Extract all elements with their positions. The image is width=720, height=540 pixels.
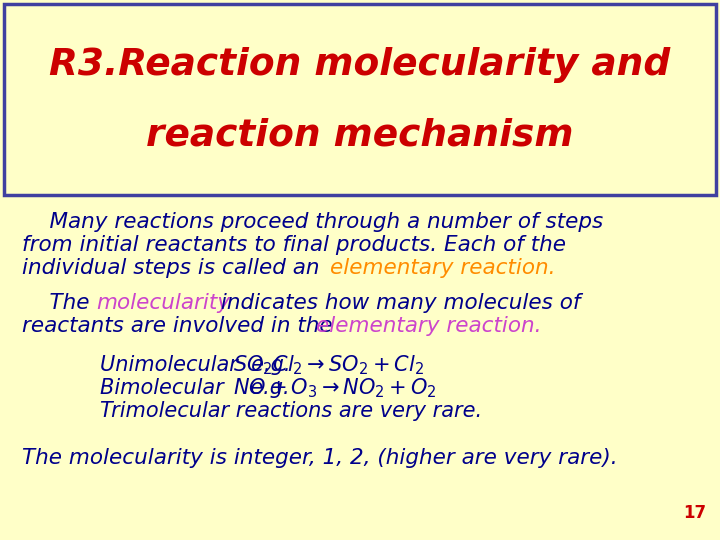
Text: molecularity: molecularity [96, 293, 230, 313]
Text: Unimolecular  e.g.: Unimolecular e.g. [100, 355, 297, 375]
Text: $\mathit{NO + O_3 \rightarrow NO_2 + O_2}$: $\mathit{NO + O_3 \rightarrow NO_2 + O_2… [233, 376, 436, 400]
Text: Bimolecular    e.g.: Bimolecular e.g. [100, 378, 296, 398]
FancyBboxPatch shape [4, 4, 716, 195]
Text: 17: 17 [683, 504, 706, 522]
Text: The: The [22, 293, 96, 313]
Text: elementary reaction.: elementary reaction. [330, 258, 556, 278]
Text: individual steps is called an: individual steps is called an [22, 258, 326, 278]
Text: $\mathit{SO_2Cl_2 \rightarrow SO_2 + Cl_2}$: $\mathit{SO_2Cl_2 \rightarrow SO_2 + Cl_… [233, 353, 424, 377]
Text: R3.Reaction molecularity and: R3.Reaction molecularity and [50, 47, 670, 83]
Text: reactants are involved in the: reactants are involved in the [22, 316, 340, 336]
Text: The molecularity is integer, 1, 2, (higher are very rare).: The molecularity is integer, 1, 2, (high… [22, 448, 618, 468]
Text: Many reactions proceed through a number of steps: Many reactions proceed through a number … [22, 212, 603, 232]
Text: from initial reactants to final products. Each of the: from initial reactants to final products… [22, 235, 566, 255]
Text: indicates how many molecules of: indicates how many molecules of [214, 293, 580, 313]
Text: reaction mechanism: reaction mechanism [146, 117, 574, 153]
Text: elementary reaction.: elementary reaction. [316, 316, 541, 336]
Text: Trimolecular reactions are very rare.: Trimolecular reactions are very rare. [100, 401, 482, 421]
